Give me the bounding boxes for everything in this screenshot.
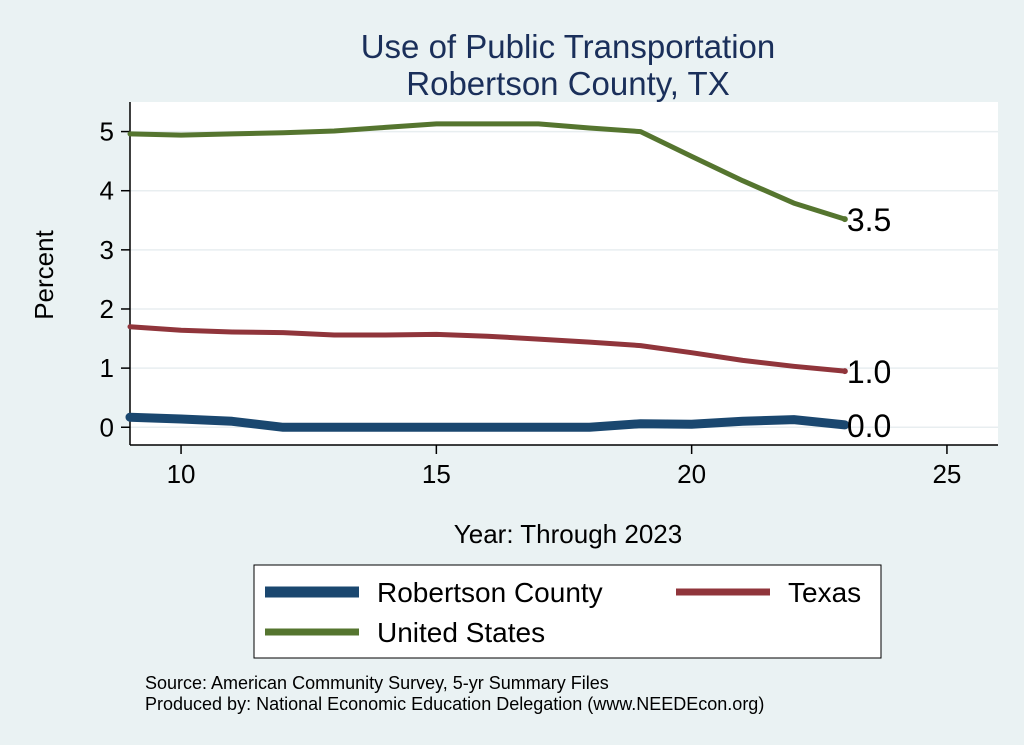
x-tick-label: 25	[932, 459, 961, 489]
x-axis-title: Year: Through 2023	[454, 519, 682, 549]
chart-title-line-2: Robertson County, TX	[406, 65, 729, 102]
series-line-united-states	[127, 121, 848, 222]
end-label-robertson-county: 0.0	[847, 408, 891, 444]
y-tick-label: 4	[100, 176, 114, 206]
x-tick-label: 10	[167, 459, 196, 489]
end-point-united-states	[841, 216, 848, 223]
produced-by-note: Produced by: National Economic Education…	[145, 694, 764, 714]
source-note: Source: American Community Survey, 5-yr …	[145, 673, 609, 693]
legend-label-robertson-county: Robertson County	[377, 577, 603, 608]
series-line-robertson-county	[125, 412, 850, 432]
y-tick-label: 1	[100, 353, 114, 383]
y-tick-label: 5	[100, 117, 114, 147]
axes: 0 1 2 3 4 5 10 15 20 25	[100, 102, 998, 489]
x-tick-label: 15	[422, 459, 451, 489]
end-label-texas: 1.0	[847, 354, 891, 390]
chart-title-line-1: Use of Public Transportation	[361, 28, 776, 65]
legend: Robertson County Texas United States	[253, 564, 882, 659]
end-label-united-states: 3.5	[847, 202, 891, 238]
legend-items: Robertson County Texas United States	[265, 577, 861, 648]
y-tick-label: 0	[100, 412, 114, 442]
series-line-texas	[127, 324, 848, 374]
y-axis-title: Percent	[29, 229, 59, 319]
y-tick-label: 2	[100, 294, 114, 324]
legend-box	[253, 564, 882, 659]
series-layer: 3.5 1.0 0.0	[125, 121, 891, 444]
legend-label-united-states: United States	[377, 617, 545, 648]
end-point-texas	[841, 368, 848, 375]
end-point-robertson-county	[841, 421, 848, 428]
legend-label-texas: Texas	[788, 577, 861, 608]
plot-area	[130, 102, 998, 445]
y-tick-label: 3	[100, 235, 114, 265]
x-tick-label: 20	[677, 459, 706, 489]
